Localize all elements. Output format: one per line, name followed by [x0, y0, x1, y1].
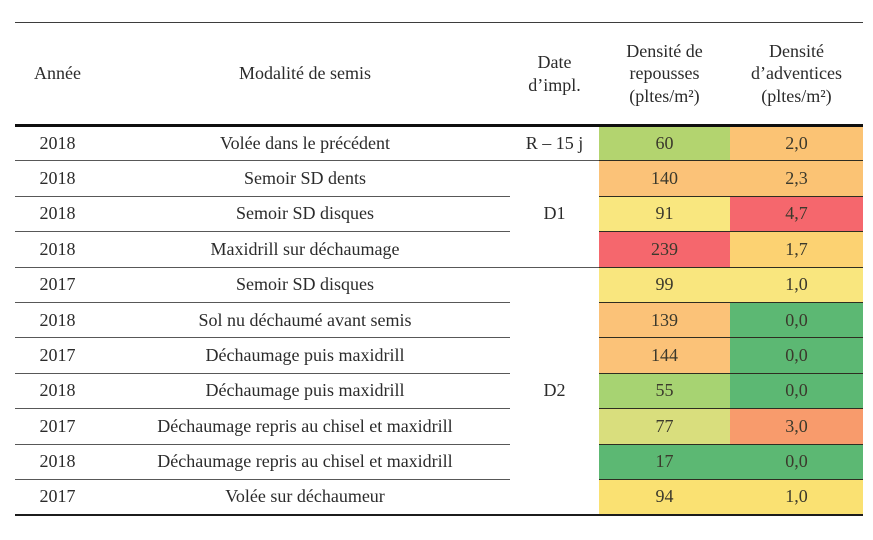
adventices-density-cell: 1,0: [730, 479, 863, 516]
date-impl-group-cell: D1: [510, 160, 599, 268]
repousses-density-cell: 60: [599, 125, 730, 162]
adventices-density-cell: 0,0: [730, 444, 863, 480]
modalite-cell: Déchaumage puis maxidrill: [100, 373, 510, 410]
date-impl-group-cell: D2: [510, 267, 599, 516]
table-row: 2017 Déchaumage puis maxidrill 144 0,0: [15, 337, 863, 374]
annee-cell: 2018: [15, 125, 100, 162]
header-row: Année Modalité de semis Date d’impl. Den…: [15, 22, 863, 127]
table-row: 2018 Semoir SD dents D1 140 2,3: [15, 160, 863, 268]
modalite-cell: Volée sur déchaumeur: [100, 479, 510, 516]
modalite-cell: Déchaumage puis maxidrill: [100, 337, 510, 374]
col-header-repousses: Densité de repousses (pltes/m²): [599, 22, 730, 127]
modalite-cell: Semoir SD disques: [100, 267, 510, 303]
table-row: 2017 Semoir SD disques D2 99 1,0: [15, 267, 863, 516]
annee-cell: 2018: [15, 373, 100, 410]
table-body: 2018 Volée dans le précédent R – 15 j 60 2,0…: [15, 125, 863, 516]
col-header-adventices: Densité d’adventices (pltes/m²): [730, 22, 863, 127]
repousses-density-cell: 140: [599, 160, 730, 197]
table-row: 2017 Volée sur déchaumeur 94 1,0: [15, 479, 863, 516]
annee-cell: 2018: [15, 444, 100, 480]
annee-cell: 2017: [15, 267, 100, 303]
modalite-cell: Semoir SD dents: [100, 160, 510, 197]
modalite-cell: Semoir SD disques: [100, 196, 510, 233]
repousses-density-cell: 144: [599, 337, 730, 374]
repousses-density-cell: 91: [599, 196, 730, 233]
col-header-date-impl: Date d’impl.: [510, 22, 599, 127]
table-row: 2017 Déchaumage repris au chisel et maxid…: [15, 408, 863, 445]
table-row: 2018 Déchaumage repris au chisel et maxid…: [15, 444, 863, 480]
adventices-density-cell: 0,0: [730, 337, 863, 374]
modalite-cell: Sol nu déchaumé avant semis: [100, 302, 510, 339]
adventices-density-cell: 1,7: [730, 231, 863, 268]
table-row: 2018 Maxidrill sur déchaumage 239 1,7: [15, 231, 863, 268]
adventices-density-cell: 2,3: [730, 160, 863, 197]
repousses-density-cell: 239: [599, 231, 730, 268]
adventices-density-cell: 1,0: [730, 267, 863, 303]
modalite-cell: Déchaumage repris au chisel et maxidrill: [100, 408, 510, 445]
table-row: 2018 Semoir SD disques 91 4,7: [15, 196, 863, 233]
col-header-modalite: Modalité de semis: [100, 22, 510, 127]
annee-cell: 2018: [15, 196, 100, 233]
annee-cell: 2017: [15, 408, 100, 445]
table-header: Année Modalité de semis Date d’impl. Den…: [15, 22, 863, 127]
date-impl-group-cell: R – 15 j: [510, 125, 599, 162]
repousses-density-cell: 17: [599, 444, 730, 480]
adventices-density-cell: 4,7: [730, 196, 863, 233]
annee-cell: 2018: [15, 231, 100, 268]
repousses-density-cell: 55: [599, 373, 730, 410]
semis-density-table: Année Modalité de semis Date d’impl. Den…: [15, 22, 863, 516]
repousses-density-cell: 77: [599, 408, 730, 445]
col-header-annee: Année: [15, 22, 100, 127]
adventices-density-cell: 0,0: [730, 302, 863, 339]
modalite-cell: Volée dans le précédent: [100, 125, 510, 162]
repousses-density-cell: 94: [599, 479, 730, 516]
adventices-density-cell: 2,0: [730, 125, 863, 162]
annee-cell: 2018: [15, 160, 100, 197]
annee-cell: 2018: [15, 302, 100, 339]
table-row: 2018 Déchaumage puis maxidrill 55 0,0: [15, 373, 863, 410]
modalite-cell: Déchaumage repris au chisel et maxidrill: [100, 444, 510, 480]
repousses-density-cell: 139: [599, 302, 730, 339]
adventices-density-cell: 0,0: [730, 373, 863, 410]
annee-cell: 2017: [15, 337, 100, 374]
repousses-density-cell: 99: [599, 267, 730, 303]
table-row: 2018 Sol nu déchaumé avant semis 139 0,0: [15, 302, 863, 339]
annee-cell: 2017: [15, 479, 100, 516]
modalite-cell: Maxidrill sur déchaumage: [100, 231, 510, 268]
adventices-density-cell: 3,0: [730, 408, 863, 445]
table-row: 2018 Volée dans le précédent R – 15 j 60 2,0: [15, 125, 863, 162]
